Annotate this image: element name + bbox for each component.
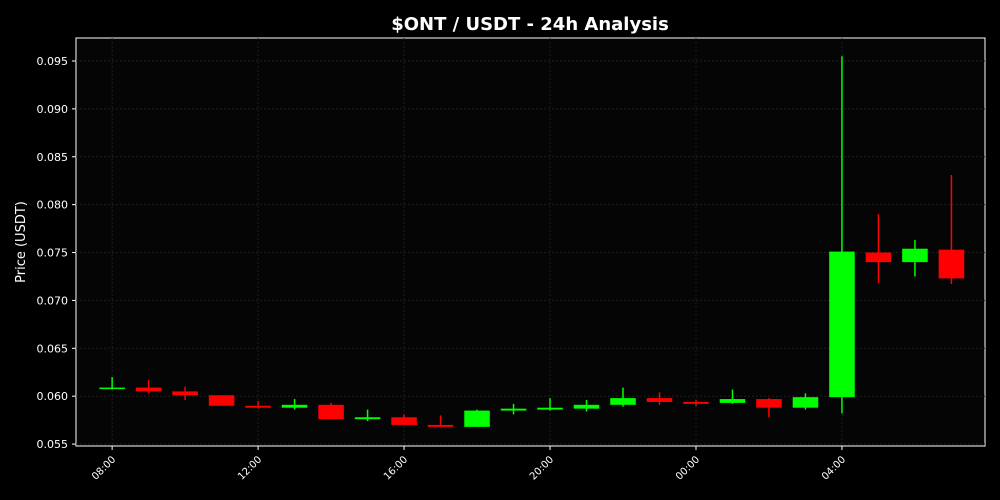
candle-body (902, 248, 928, 263)
chart-title: $ONT / USDT - 24h Analysis (391, 14, 669, 35)
y-tick-label: 0.070 (37, 294, 69, 307)
candle-body (245, 405, 271, 408)
candle-body (318, 404, 344, 420)
candle-body (792, 397, 819, 408)
candle-body (99, 387, 125, 390)
y-tick-label: 0.075 (37, 247, 69, 260)
candle-body (464, 410, 490, 427)
y-tick-label: 0.055 (37, 438, 69, 451)
y-tick-label: 0.090 (37, 103, 69, 116)
y-axis-label: Price (USDT) (14, 201, 29, 283)
y-tick-label: 0.080 (37, 199, 69, 212)
candle-body (829, 251, 855, 398)
candle-body (135, 387, 162, 392)
candle-body (208, 395, 235, 406)
candle-body (719, 399, 746, 403)
candle-body (865, 252, 892, 263)
candle-body (573, 404, 600, 409)
candle-body (427, 424, 454, 427)
candle-body (537, 407, 563, 410)
candle-body (391, 417, 417, 425)
y-tick-label: 0.065 (37, 342, 69, 355)
candle-body (354, 417, 381, 420)
candle-body (938, 249, 965, 279)
candle-body (756, 399, 782, 408)
candle-body (281, 404, 308, 408)
y-tick-label: 0.060 (37, 390, 69, 403)
candle-body (610, 398, 636, 405)
candle-body (172, 391, 198, 396)
candle-body (500, 408, 527, 411)
candle-body (646, 398, 673, 402)
y-tick-label: 0.085 (37, 151, 69, 164)
y-tick-label: 0.095 (37, 55, 69, 68)
candle-body (683, 401, 709, 404)
